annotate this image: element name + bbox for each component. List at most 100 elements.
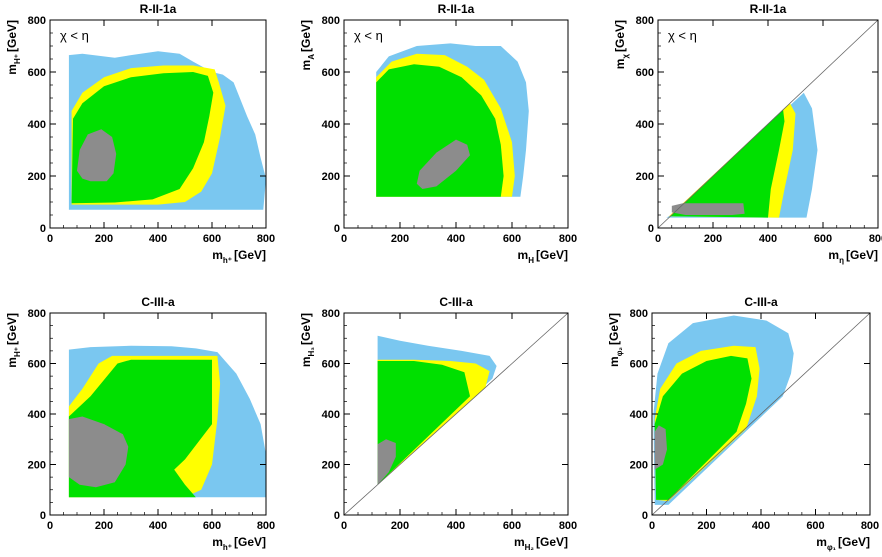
x-tick-label: 400: [759, 233, 777, 245]
x-tick-label: 200: [704, 233, 722, 245]
x-tick-label: 800: [861, 520, 879, 532]
y-tick-label: 400: [28, 119, 46, 131]
panel-3: R-II-1a χ < η 0 200 400 600 800 0 200 400 600 800 mη…: [613, 2, 882, 265]
region-inner: [654, 355, 752, 500]
region-core: [77, 129, 117, 182]
y-axis-label: mA[GeV]: [299, 20, 316, 70]
y-axis-label: mH⁺[GeV]: [5, 20, 22, 75]
x-axis-label: mH₂ [GeV]: [514, 535, 568, 552]
y-tick-label: 600: [322, 67, 340, 79]
x-tick-label: 800: [559, 233, 577, 245]
panel-title: R-II-1a: [438, 2, 475, 16]
x-tick-label: 600: [203, 520, 221, 532]
x-tick-label: 600: [814, 233, 832, 245]
x-tick-label: 400: [447, 520, 465, 532]
x-tick-label: 800: [257, 233, 275, 245]
diagonal-line: [343, 312, 569, 516]
panel-title: R-II-1a: [140, 2, 177, 16]
panel-title: C-III-a: [744, 295, 778, 309]
region-core: [671, 203, 745, 215]
x-axis-label: mH [GeV]: [518, 248, 568, 265]
y-tick-label: 600: [322, 359, 340, 371]
panel-4: C-III-a 0 200 400 600 800 0 200 400 600 800 mh⁺ [GeV…: [5, 295, 275, 552]
panel-title: R-II-1a: [750, 2, 787, 16]
y-tick-label: 0: [648, 223, 654, 235]
x-tick-label: 0: [47, 233, 53, 245]
x-tick-label: 600: [806, 520, 824, 532]
y-tick-label: 800: [636, 15, 654, 27]
y-tick-label: 400: [630, 409, 648, 421]
x-axis-label: mη [GeV]: [828, 248, 878, 265]
y-axis-label: mχ[GeV]: [613, 20, 630, 69]
x-tick-label: 200: [95, 520, 113, 532]
y-tick-label: 200: [322, 460, 340, 472]
x-tick-label: 200: [391, 233, 409, 245]
x-tick-label: 200: [697, 520, 715, 532]
y-tick-label: 400: [322, 409, 340, 421]
y-tick-label: 800: [630, 308, 648, 320]
region-core: [68, 416, 129, 488]
y-tick-label: 0: [40, 223, 46, 235]
region-core: [377, 439, 396, 485]
y-tick-label: 600: [630, 359, 648, 371]
y-tick-label: 0: [642, 510, 648, 522]
y-tick-label: 800: [322, 308, 340, 320]
diagonal-line: [651, 312, 871, 516]
x-tick-label: 800: [869, 233, 882, 245]
x-tick-label: 400: [149, 233, 167, 245]
y-tick-label: 800: [28, 15, 46, 27]
panel-title: C-III-a: [439, 295, 473, 309]
y-tick-label: 400: [322, 119, 340, 131]
panel-6: C-III-a 0 200 400 600 800 0 200 400 600 800 mφ₁ [GeV…: [607, 295, 879, 552]
x-tick-label: 600: [203, 233, 221, 245]
y-tick-label: 800: [322, 15, 340, 27]
x-tick-label: 0: [341, 520, 347, 532]
y-axis-label: mφ₂[GeV]: [607, 313, 624, 367]
y-tick-label: 0: [334, 223, 340, 235]
region-core: [654, 425, 667, 470]
x-tick-label: 600: [503, 233, 521, 245]
region-inner: [377, 361, 470, 485]
x-tick-label: 400: [752, 520, 770, 532]
y-tick-label: 600: [636, 67, 654, 79]
panel-5: C-III-a 0 200 400 600 800 0 200 400 600 800 mH₂ [GeV…: [299, 295, 577, 552]
y-tick-label: 200: [322, 171, 340, 183]
y-axis-label: mH₃[GeV]: [299, 313, 316, 367]
y-tick-label: 600: [28, 359, 46, 371]
annotation-label: χ < η: [354, 28, 383, 43]
region-inner: [670, 109, 785, 218]
x-tick-label: 400: [149, 520, 167, 532]
y-tick-label: 200: [28, 171, 46, 183]
y-axis-label: mH⁺[GeV]: [5, 313, 22, 368]
x-tick-label: 400: [447, 233, 465, 245]
y-tick-label: 0: [40, 510, 46, 522]
x-axis-label: mφ₁ [GeV]: [816, 535, 870, 552]
x-tick-label: 600: [503, 520, 521, 532]
region-core: [416, 139, 470, 189]
x-tick-label: 800: [257, 520, 275, 532]
y-tick-label: 800: [28, 308, 46, 320]
panel-title: C-III-a: [141, 295, 175, 309]
y-tick-label: 200: [28, 460, 46, 472]
y-tick-label: 600: [28, 67, 46, 79]
diagonal-line: [657, 19, 879, 229]
region-inner: [376, 64, 504, 197]
x-axis-label: mh⁺ [GeV]: [212, 535, 266, 552]
x-tick-label: 200: [391, 520, 409, 532]
y-tick-label: 200: [636, 171, 654, 183]
y-tick-label: 400: [28, 409, 46, 421]
x-tick-label: 200: [95, 233, 113, 245]
y-tick-label: 0: [334, 510, 340, 522]
x-tick-label: 0: [341, 233, 347, 245]
x-tick-label: 0: [655, 233, 661, 245]
annotation-label: χ < η: [668, 28, 697, 43]
panel-2: R-II-1a χ < η 0 200 400 600 800 0 200 400 600 800 mH…: [299, 2, 577, 265]
x-axis-label: mh⁺ [GeV]: [212, 248, 266, 265]
y-tick-label: 200: [630, 460, 648, 472]
x-tick-label: 0: [649, 520, 655, 532]
panel-1: R-II-1a χ < η 0 200 400 600 800 0 200 400 600 800 mh…: [5, 2, 275, 265]
y-tick-label: 400: [636, 119, 654, 131]
annotation-label: χ < η: [60, 28, 89, 43]
x-tick-label: 800: [559, 520, 577, 532]
